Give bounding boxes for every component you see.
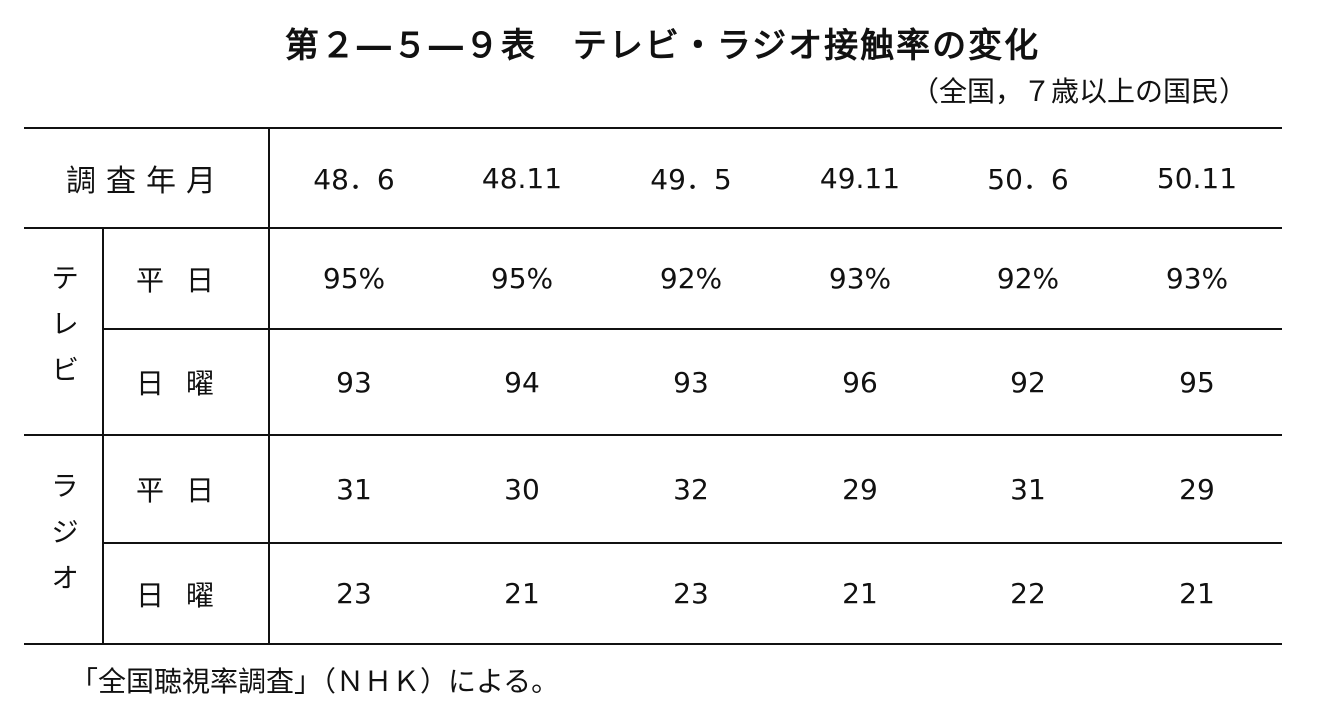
row-label: 平日 xyxy=(135,263,236,297)
table-cell: 31 xyxy=(336,472,372,506)
table-cell: 29 xyxy=(842,472,878,506)
rule-group-divider xyxy=(24,434,1282,436)
rule-group-col xyxy=(102,227,104,643)
rule-tv-mid xyxy=(102,328,1282,330)
rule-label-col xyxy=(268,127,270,643)
column-header: 49.11 xyxy=(819,161,901,195)
table-cell: 95 xyxy=(1179,365,1215,399)
rule-header-bottom xyxy=(24,227,1282,229)
table-cell: 95% xyxy=(322,262,386,295)
table-cell: 29 xyxy=(1179,472,1215,506)
column-header: 49．5 xyxy=(650,163,732,196)
table-cell: 92% xyxy=(659,262,723,295)
table-cell: 93 xyxy=(673,365,709,399)
table-cell: 92 xyxy=(1010,365,1046,399)
rule-radio-mid xyxy=(102,542,1282,544)
data-table: 調査年月 48．6 48.11 49．5 49.11 50．6 50.11 テレ… xyxy=(24,127,1282,645)
column-header: 48．6 xyxy=(313,163,395,196)
row-label: 日曜 xyxy=(135,367,236,400)
row-label: 日曜 xyxy=(135,578,236,612)
table-cell: 30 xyxy=(504,472,540,506)
table-cell: 21 xyxy=(1179,577,1215,610)
header-label: 調査年月 xyxy=(66,164,226,199)
table-cell: 92% xyxy=(996,262,1060,295)
source-footnote: 「全国聴視率調査」（ＮＨＫ）による。 xyxy=(70,665,560,698)
table-cell: 93% xyxy=(1165,262,1229,295)
column-header: 50.11 xyxy=(1156,161,1238,195)
table-cell: 94 xyxy=(504,365,540,399)
table-title: 第２―５―９表 テレビ・ラジオ接触率の変化 xyxy=(284,26,1041,66)
rule-bottom xyxy=(24,643,1282,645)
table-cell: 93 xyxy=(336,365,372,399)
column-header: 50．6 xyxy=(987,163,1069,196)
table-cell: 32 xyxy=(673,472,709,506)
table-cell: 21 xyxy=(504,577,540,610)
column-header: 48.11 xyxy=(481,161,563,195)
group-label-radio: ラジオ xyxy=(47,470,80,609)
table-cell: 96 xyxy=(842,365,878,399)
table-cell: 31 xyxy=(1010,472,1046,506)
row-label: 平日 xyxy=(135,474,236,507)
table-cell: 21 xyxy=(842,577,878,610)
rule-top xyxy=(24,127,1282,129)
table-cell: 93% xyxy=(828,262,892,295)
group-label-tv: テレビ xyxy=(47,262,80,401)
table-cell: 22 xyxy=(1010,577,1046,610)
table-cell: 23 xyxy=(673,577,709,610)
table-cell: 95% xyxy=(490,262,554,295)
table-cell: 23 xyxy=(336,577,372,610)
table-subtitle: （全国，７歳以上の国民） xyxy=(910,75,1247,108)
